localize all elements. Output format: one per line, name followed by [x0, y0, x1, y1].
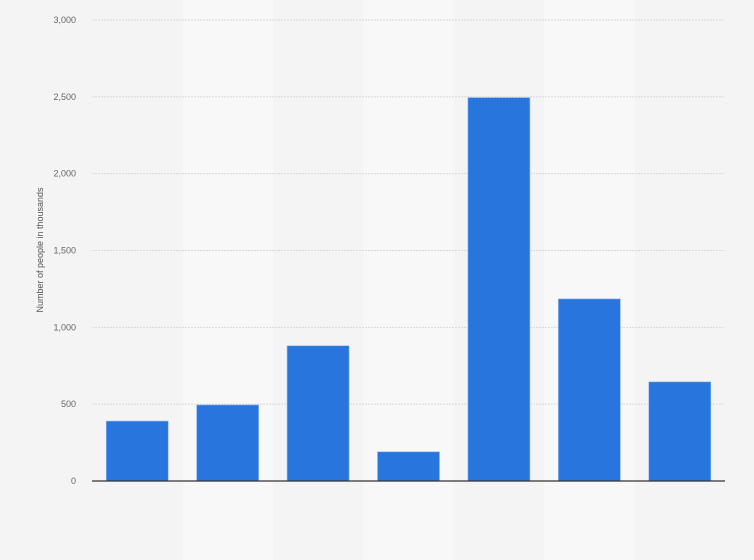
y-tick-label: 2,500 [53, 92, 76, 102]
y-tick-label: 2,000 [53, 169, 76, 179]
bar[interactable] [105, 420, 169, 482]
bar[interactable] [286, 345, 350, 482]
bar[interactable] [558, 298, 621, 482]
bar[interactable] [467, 97, 531, 482]
bar[interactable] [196, 404, 259, 482]
y-tick-label: 1,000 [53, 322, 76, 332]
y-tick-label: 1,500 [53, 246, 76, 256]
y-axis-label: Number of people in thousands [35, 187, 45, 313]
y-tick-label: 500 [61, 399, 76, 409]
bar[interactable] [377, 451, 440, 482]
y-tick-label: 3,000 [53, 15, 76, 25]
y-tick-label: 0 [71, 476, 76, 486]
bar[interactable] [648, 381, 712, 482]
